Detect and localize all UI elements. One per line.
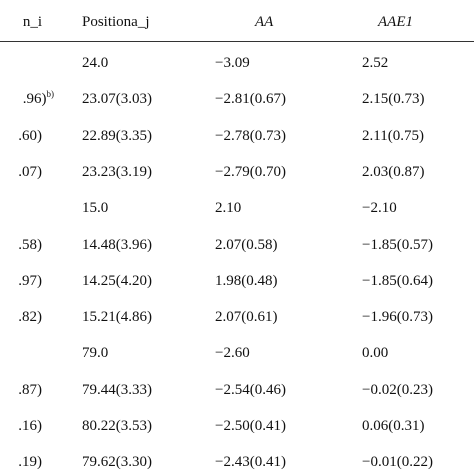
- table-cell: 79.62(3.30): [82, 454, 152, 471]
- table-cell: −2.50(0.41): [215, 418, 286, 434]
- header-rule: [0, 41, 474, 42]
- table-cell: 2.07(0.61): [215, 309, 278, 326]
- table-cell: .19): [18, 454, 42, 471]
- table-cell: −0.01(0.22): [362, 454, 433, 471]
- table-cell: .96)b): [23, 90, 54, 108]
- table-cell: −2.10: [362, 200, 397, 217]
- table-cell: 2.15(0.73): [362, 91, 425, 108]
- table-cell: .07): [18, 163, 42, 180]
- table-cell: −1.85(0.57): [362, 236, 433, 253]
- footnote-mark: b): [46, 89, 55, 100]
- table-cell: 23.07(3.03): [82, 91, 152, 108]
- cell-text: .96): [22, 91, 47, 108]
- table-cell: −2.81(0.67): [215, 91, 286, 108]
- table-cell: 15.0: [82, 200, 109, 217]
- table-cell: 15.21(4.86): [82, 309, 152, 326]
- table-cell: −2.54(0.46): [215, 381, 286, 398]
- table-cell: 2.03(0.87): [362, 163, 425, 180]
- header-cell: n_i: [22, 14, 42, 30]
- table-cell: −2.43(0.41): [215, 454, 286, 471]
- table-cell: 22.89(3.35): [82, 127, 152, 144]
- table-cell: 23.23(3.19): [82, 163, 152, 180]
- table-cell: 80.22(3.53): [82, 418, 152, 434]
- table-cell: 1.98(0.48): [215, 272, 278, 289]
- header-cell: AAE1: [378, 14, 413, 30]
- table-cell: 2.52: [362, 55, 389, 71]
- table-cell: −1.85(0.64): [362, 272, 433, 289]
- table-cell: 2.11(0.75): [362, 127, 424, 144]
- table-cell: .87): [18, 381, 42, 398]
- table-cell: 0.00: [362, 345, 389, 362]
- header-cell: AA: [255, 14, 274, 30]
- table-cell: 2.10: [215, 200, 242, 217]
- table-cell: 0.06(0.31): [362, 418, 425, 434]
- table-cell: .16): [18, 418, 42, 434]
- table-cell: 2.07(0.58): [215, 236, 278, 253]
- table-cell: −0.02(0.23): [362, 381, 433, 398]
- header-cell: Positiona_j: [82, 14, 150, 30]
- table-cell: −3.09: [215, 55, 250, 71]
- table-cell: −2.79(0.70): [215, 163, 286, 180]
- table-cell: −2.60: [215, 345, 250, 362]
- table-cell: 79.44(3.33): [82, 381, 152, 398]
- table-cell: −1.96(0.73): [362, 309, 433, 326]
- table-cell: .58): [18, 236, 42, 253]
- table-cell: 14.25(4.20): [82, 272, 152, 289]
- table-cell: .60): [18, 127, 42, 144]
- table-cell: 79.0: [82, 345, 109, 362]
- table-cell: 24.0: [82, 55, 109, 71]
- table-cell: .97): [18, 272, 42, 289]
- table-cell: .82): [18, 309, 42, 326]
- table-cell: −2.78(0.73): [215, 127, 286, 144]
- table-cell: 14.48(3.96): [82, 236, 152, 253]
